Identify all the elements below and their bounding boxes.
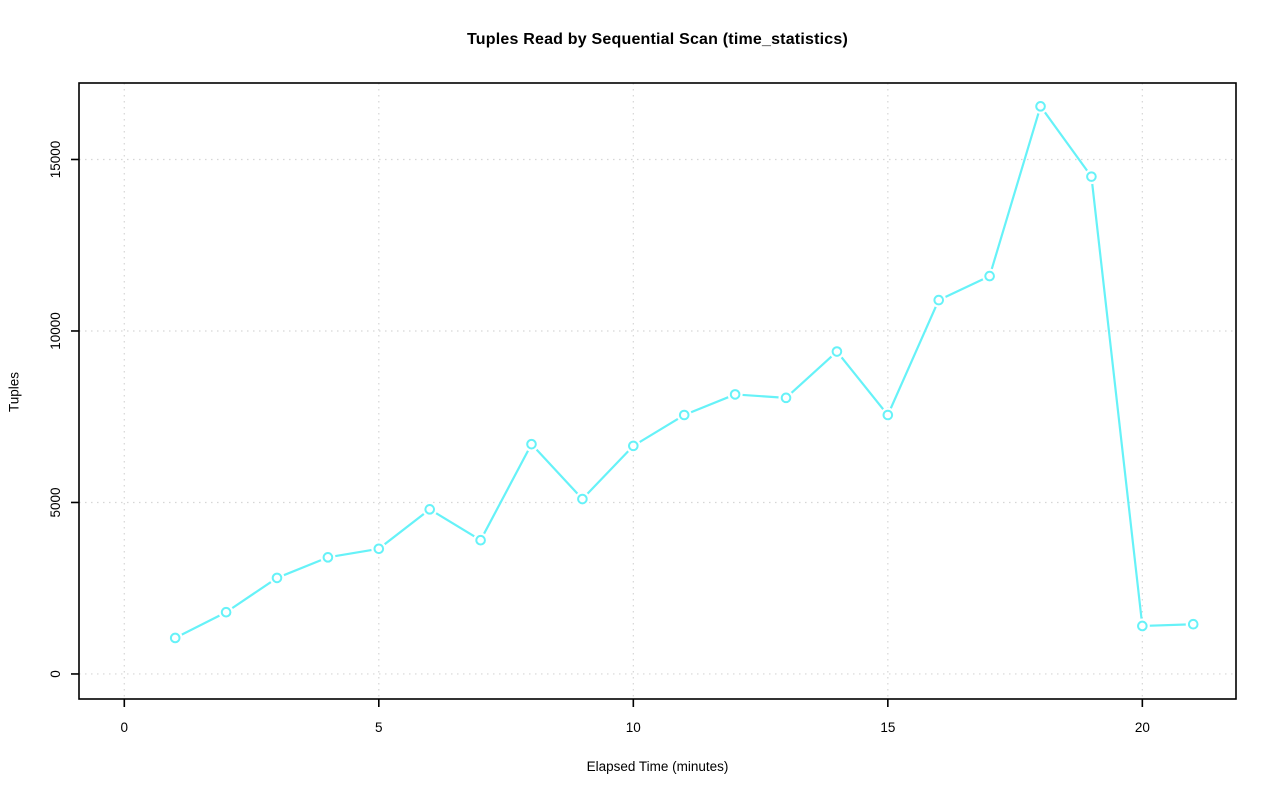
data-point-marker <box>424 504 436 515</box>
data-point-marker <box>577 493 588 505</box>
data-point-marker <box>169 632 181 644</box>
data-point-marker <box>1137 620 1148 632</box>
data-point-marker <box>475 534 486 546</box>
data-point-marker <box>322 552 334 563</box>
data-point-marker <box>1035 101 1046 112</box>
data-point-marker <box>984 270 995 282</box>
y-tick-label: 5000 <box>48 487 63 517</box>
data-point-marker <box>780 392 792 404</box>
data-point-marker <box>729 389 741 400</box>
data-point-marker <box>882 409 894 421</box>
data-point-marker <box>933 294 945 306</box>
data-point-marker <box>271 572 283 584</box>
y-axis-label: Tuples <box>6 371 22 413</box>
x-tick-label: 15 <box>880 720 895 735</box>
data-point-marker <box>628 440 639 452</box>
chart-title: Tuples Read by Sequential Scan (time_sta… <box>467 31 848 48</box>
data-point-marker <box>1187 618 1199 630</box>
y-tick-label: 10000 <box>48 312 63 350</box>
data-point-marker <box>1086 171 1097 182</box>
x-axis-label: Elapsed Time (minutes) <box>586 759 729 774</box>
x-tick-label: 20 <box>1135 720 1150 735</box>
y-tick-label: 15000 <box>48 141 63 179</box>
data-point-marker <box>678 409 690 421</box>
data-point-marker <box>526 438 537 450</box>
data-point-marker <box>220 606 232 618</box>
data-point-marker <box>831 346 843 357</box>
plot-box <box>78 82 1237 700</box>
data-point-marker <box>373 543 385 555</box>
y-tick-label: 0 <box>48 670 63 678</box>
x-tick-label: 5 <box>375 720 383 735</box>
x-tick-label: 10 <box>626 720 641 735</box>
x-tick-label: 0 <box>121 720 129 735</box>
